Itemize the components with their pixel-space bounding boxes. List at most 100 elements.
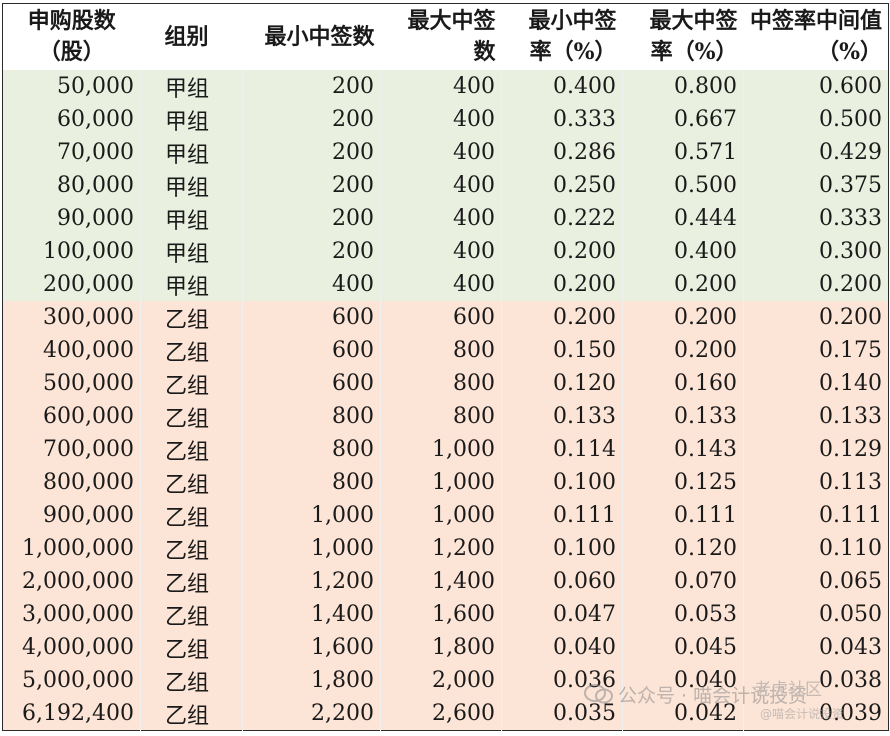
cell-min-rate: 0.036	[501, 664, 623, 697]
cell-max-allotted: 400	[380, 169, 502, 202]
cell-min-rate: 0.060	[501, 565, 623, 598]
cell-max-allotted: 800	[380, 400, 502, 433]
header-subscription-shares: 申购股数（股）	[2, 3, 141, 70]
cell-max-allotted: 800	[380, 334, 502, 367]
cell-min-rate: 0.035	[501, 697, 623, 731]
cell-max-allotted: 400	[380, 136, 502, 169]
table-row: 70,000 甲组 200 400 0.286 0.571 0.429	[2, 136, 889, 169]
cell-max-allotted: 400	[380, 70, 502, 103]
cell-group: 乙组	[140, 400, 243, 433]
cell-subscription-shares: 1,000,000	[2, 532, 141, 565]
cell-min-allotted: 400	[242, 268, 381, 301]
cell-min-rate: 0.100	[501, 532, 623, 565]
cell-max-rate: 0.070	[622, 565, 744, 598]
cell-min-allotted: 1,200	[242, 565, 381, 598]
header-max-allotted: 最大中签数	[380, 3, 502, 70]
table-row: 400,000 乙组 600 800 0.150 0.200 0.175	[2, 334, 889, 367]
cell-subscription-shares: 5,000,000	[2, 664, 141, 697]
table-row: 80,000 甲组 200 400 0.250 0.500 0.375	[2, 169, 889, 202]
table-row: 5,000,000 乙组 1,800 2,000 0.036 0.040 0.038	[2, 664, 889, 697]
cell-group: 乙组	[140, 466, 243, 499]
table-row: 600,000 乙组 800 800 0.133 0.133 0.133	[2, 400, 889, 433]
cell-mid-rate: 0.175	[743, 334, 889, 367]
cell-max-rate: 0.045	[622, 631, 744, 664]
cell-group: 乙组	[140, 433, 243, 466]
cell-min-allotted: 200	[242, 169, 381, 202]
cell-group: 乙组	[140, 367, 243, 400]
cell-max-rate: 0.444	[622, 202, 744, 235]
cell-min-allotted: 2,200	[242, 697, 381, 731]
cell-max-rate: 0.200	[622, 334, 744, 367]
cell-mid-rate: 0.600	[743, 70, 889, 103]
cell-min-rate: 0.133	[501, 400, 623, 433]
cell-group: 甲组	[140, 169, 243, 202]
cell-subscription-shares: 2,000,000	[2, 565, 141, 598]
cell-max-rate: 0.133	[622, 400, 744, 433]
cell-mid-rate: 0.110	[743, 532, 889, 565]
header-group: 组别	[140, 3, 243, 70]
cell-min-rate: 0.100	[501, 466, 623, 499]
cell-max-allotted: 1,000	[380, 499, 502, 532]
cell-max-allotted: 400	[380, 235, 502, 268]
cell-max-rate: 0.200	[622, 268, 744, 301]
cell-mid-rate: 0.300	[743, 235, 889, 268]
cell-max-allotted: 2,600	[380, 697, 502, 731]
cell-max-rate: 0.042	[622, 697, 744, 731]
cell-max-rate: 0.125	[622, 466, 744, 499]
cell-subscription-shares: 200,000	[2, 268, 141, 301]
cell-group: 乙组	[140, 565, 243, 598]
cell-mid-rate: 0.050	[743, 598, 889, 631]
cell-group: 乙组	[140, 334, 243, 367]
cell-min-allotted: 200	[242, 103, 381, 136]
cell-min-rate: 0.400	[501, 70, 623, 103]
table-row: 200,000 甲组 400 400 0.200 0.200 0.200	[2, 268, 889, 301]
table-row: 2,000,000 乙组 1,200 1,400 0.060 0.070 0.065	[2, 565, 889, 598]
cell-max-rate: 0.160	[622, 367, 744, 400]
cell-group: 甲组	[140, 202, 243, 235]
cell-group: 甲组	[140, 136, 243, 169]
cell-min-allotted: 600	[242, 301, 381, 334]
cell-max-rate: 0.667	[622, 103, 744, 136]
cell-mid-rate: 0.500	[743, 103, 889, 136]
cell-min-rate: 0.333	[501, 103, 623, 136]
cell-max-allotted: 1,000	[380, 466, 502, 499]
cell-mid-rate: 0.375	[743, 169, 889, 202]
cell-min-allotted: 600	[242, 367, 381, 400]
cell-mid-rate: 0.113	[743, 466, 889, 499]
cell-group: 乙组	[140, 499, 243, 532]
cell-min-allotted: 200	[242, 70, 381, 103]
cell-group: 乙组	[140, 301, 243, 334]
cell-max-allotted: 1,000	[380, 433, 502, 466]
cell-mid-rate: 0.140	[743, 367, 889, 400]
cell-min-allotted: 1,400	[242, 598, 381, 631]
cell-max-allotted: 600	[380, 301, 502, 334]
cell-subscription-shares: 90,000	[2, 202, 141, 235]
cell-subscription-shares: 600,000	[2, 400, 141, 433]
header-min-rate: 最小中签率（%）	[501, 3, 623, 70]
cell-mid-rate: 0.133	[743, 400, 889, 433]
cell-subscription-shares: 3,000,000	[2, 598, 141, 631]
cell-max-allotted: 400	[380, 103, 502, 136]
cell-min-rate: 0.200	[501, 268, 623, 301]
table-row: 60,000 甲组 200 400 0.333 0.667 0.500	[2, 103, 889, 136]
cell-max-rate: 0.200	[622, 301, 744, 334]
cell-max-rate: 0.500	[622, 169, 744, 202]
table-row: 1,000,000 乙组 1,000 1,200 0.100 0.120 0.110	[2, 532, 889, 565]
table-row: 6,192,400 乙组 2,200 2,600 0.035 0.042 0.039	[2, 697, 889, 731]
cell-mid-rate: 0.429	[743, 136, 889, 169]
cell-group: 甲组	[140, 103, 243, 136]
cell-min-rate: 0.040	[501, 631, 623, 664]
cell-max-allotted: 400	[380, 268, 502, 301]
cell-subscription-shares: 80,000	[2, 169, 141, 202]
cell-min-rate: 0.200	[501, 235, 623, 268]
cell-min-allotted: 800	[242, 433, 381, 466]
cell-mid-rate: 0.111	[743, 499, 889, 532]
cell-subscription-shares: 6,192,400	[2, 697, 141, 731]
cell-max-allotted: 800	[380, 367, 502, 400]
cell-max-rate: 0.400	[622, 235, 744, 268]
cell-max-allotted: 2,000	[380, 664, 502, 697]
table-row: 90,000 甲组 200 400 0.222 0.444 0.333	[2, 202, 889, 235]
cell-mid-rate: 0.065	[743, 565, 889, 598]
cell-min-allotted: 200	[242, 235, 381, 268]
cell-min-rate: 0.111	[501, 499, 623, 532]
